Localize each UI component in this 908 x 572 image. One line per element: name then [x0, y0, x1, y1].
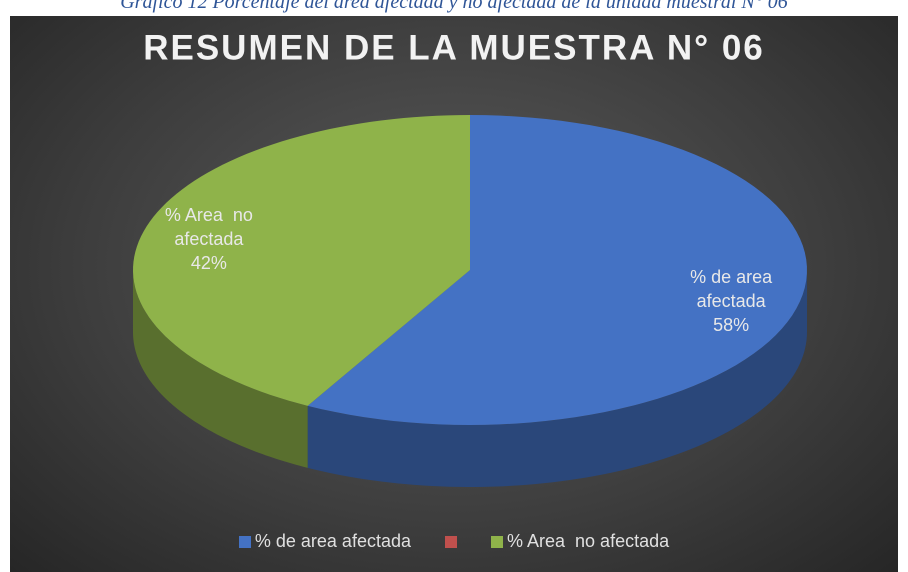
legend-item	[445, 531, 457, 552]
pie-slice	[133, 115, 470, 406]
chart: RESUMEN DE LA MUESTRA N° 06 % de area af…	[10, 16, 898, 572]
data-label: % de area afectada	[690, 266, 778, 311]
legend-item: % de area afectada	[238, 531, 411, 552]
chart-title: RESUMEN DE LA MUESTRA N° 06	[143, 28, 765, 67]
data-label-value: 42%	[190, 253, 227, 274]
data-label: % Area no afectada	[164, 205, 258, 250]
pie-side	[133, 270, 308, 468]
caption: Gráfico 12 Porcentaje del área afectada …	[120, 0, 788, 13]
legend-item: % Area no afectada	[491, 531, 669, 552]
pie-slice	[307, 115, 807, 425]
legend-label: % Area no afectada	[507, 531, 670, 551]
pie-side	[307, 270, 807, 487]
data-label-value: 58%	[713, 314, 750, 335]
legend: % de area afectada % Area no afectada	[10, 531, 898, 552]
pie-svg: RESUMEN DE LA MUESTRA N° 06	[133, 28, 807, 487]
legend-swatch	[238, 535, 251, 548]
legend-label: % de area afectada	[254, 531, 411, 551]
legend-swatch	[491, 535, 503, 548]
legend-swatch	[445, 535, 457, 548]
